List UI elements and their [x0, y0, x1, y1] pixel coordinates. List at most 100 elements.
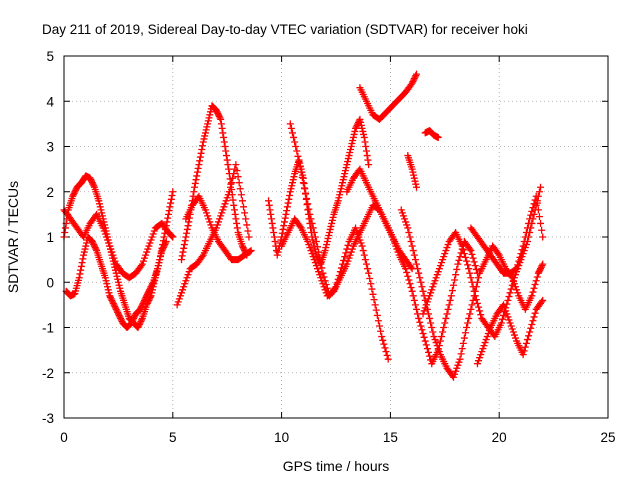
data-point [72, 186, 80, 194]
data-point [413, 305, 421, 313]
data-point [504, 313, 512, 321]
data-point [411, 256, 419, 264]
data-point [269, 224, 277, 232]
data-point [207, 221, 215, 229]
data-point [219, 129, 227, 137]
data-point [246, 247, 254, 255]
data-point [138, 260, 146, 268]
data-point [323, 238, 331, 246]
data-point [291, 138, 299, 146]
data-point [520, 347, 528, 355]
data-point [373, 311, 381, 319]
data-point [374, 317, 382, 325]
data-point [236, 185, 244, 193]
data-point [226, 183, 234, 191]
data-point [309, 253, 317, 261]
data-point [216, 215, 224, 223]
data-point [192, 176, 200, 184]
data-point [452, 271, 460, 279]
data-point [183, 274, 191, 282]
data-point [198, 146, 206, 154]
data-point [287, 185, 295, 193]
data-point [61, 228, 69, 236]
data-point [76, 270, 84, 278]
data-point [201, 132, 209, 140]
data-point [279, 225, 287, 233]
data-point [224, 161, 232, 169]
data-point [426, 314, 434, 322]
data-point [266, 206, 274, 214]
data-point [399, 212, 407, 220]
data-point [164, 210, 172, 218]
data-point [142, 251, 150, 259]
data-point [230, 170, 238, 178]
data-point [328, 216, 336, 224]
data-point [529, 288, 537, 296]
y-tick-label: 4 [46, 94, 54, 109]
data-point [498, 315, 506, 323]
data-point [349, 136, 357, 144]
data-point [199, 138, 207, 146]
data-point [196, 153, 204, 161]
data-point [503, 310, 511, 318]
data-point [183, 229, 191, 237]
data-point [184, 222, 192, 230]
data-point [197, 149, 205, 157]
data-point [200, 135, 208, 143]
data-point [527, 324, 535, 332]
data-point [220, 203, 228, 211]
data-point [398, 209, 406, 217]
data-point [90, 241, 98, 249]
data-point [114, 308, 122, 316]
data-point [507, 285, 515, 293]
data-point [91, 244, 99, 252]
data-point [426, 292, 434, 300]
data-point [242, 215, 250, 223]
data-point [278, 229, 286, 237]
data-point [352, 224, 360, 232]
data-point [217, 212, 225, 220]
data-point [212, 106, 220, 114]
data-point [282, 210, 290, 218]
data-point [470, 258, 478, 266]
data-point [191, 183, 199, 191]
data-point [451, 370, 459, 378]
data-point [135, 320, 143, 328]
data-point [303, 201, 311, 209]
data-point [341, 167, 349, 175]
data-point [222, 147, 230, 155]
data-point [520, 238, 528, 246]
data-point [307, 247, 315, 255]
data-point [115, 311, 123, 319]
data-point [397, 206, 405, 214]
data-point [355, 233, 363, 241]
data-point [318, 264, 326, 272]
data-point [444, 305, 452, 313]
data-point [267, 210, 275, 218]
data-point [311, 233, 319, 241]
data-point [112, 305, 120, 313]
data-point [476, 354, 484, 362]
data-point [179, 286, 187, 294]
data-point [362, 260, 370, 268]
data-point [537, 263, 545, 271]
data-point [379, 336, 387, 344]
data-point [473, 360, 481, 368]
data-point [193, 172, 201, 180]
data-point [454, 361, 462, 369]
data-point [360, 130, 368, 138]
data-point [139, 257, 147, 265]
data-point [532, 192, 540, 200]
data-point [458, 242, 466, 250]
data-point [322, 281, 330, 289]
data-point [175, 295, 183, 303]
data-point [75, 274, 83, 282]
data-point [419, 310, 427, 318]
data-point [428, 324, 436, 331]
data-point [451, 276, 459, 284]
data-point [230, 206, 238, 214]
data-point [244, 227, 252, 235]
data-point [317, 274, 325, 282]
data-point [454, 260, 462, 268]
data-point [334, 275, 342, 283]
